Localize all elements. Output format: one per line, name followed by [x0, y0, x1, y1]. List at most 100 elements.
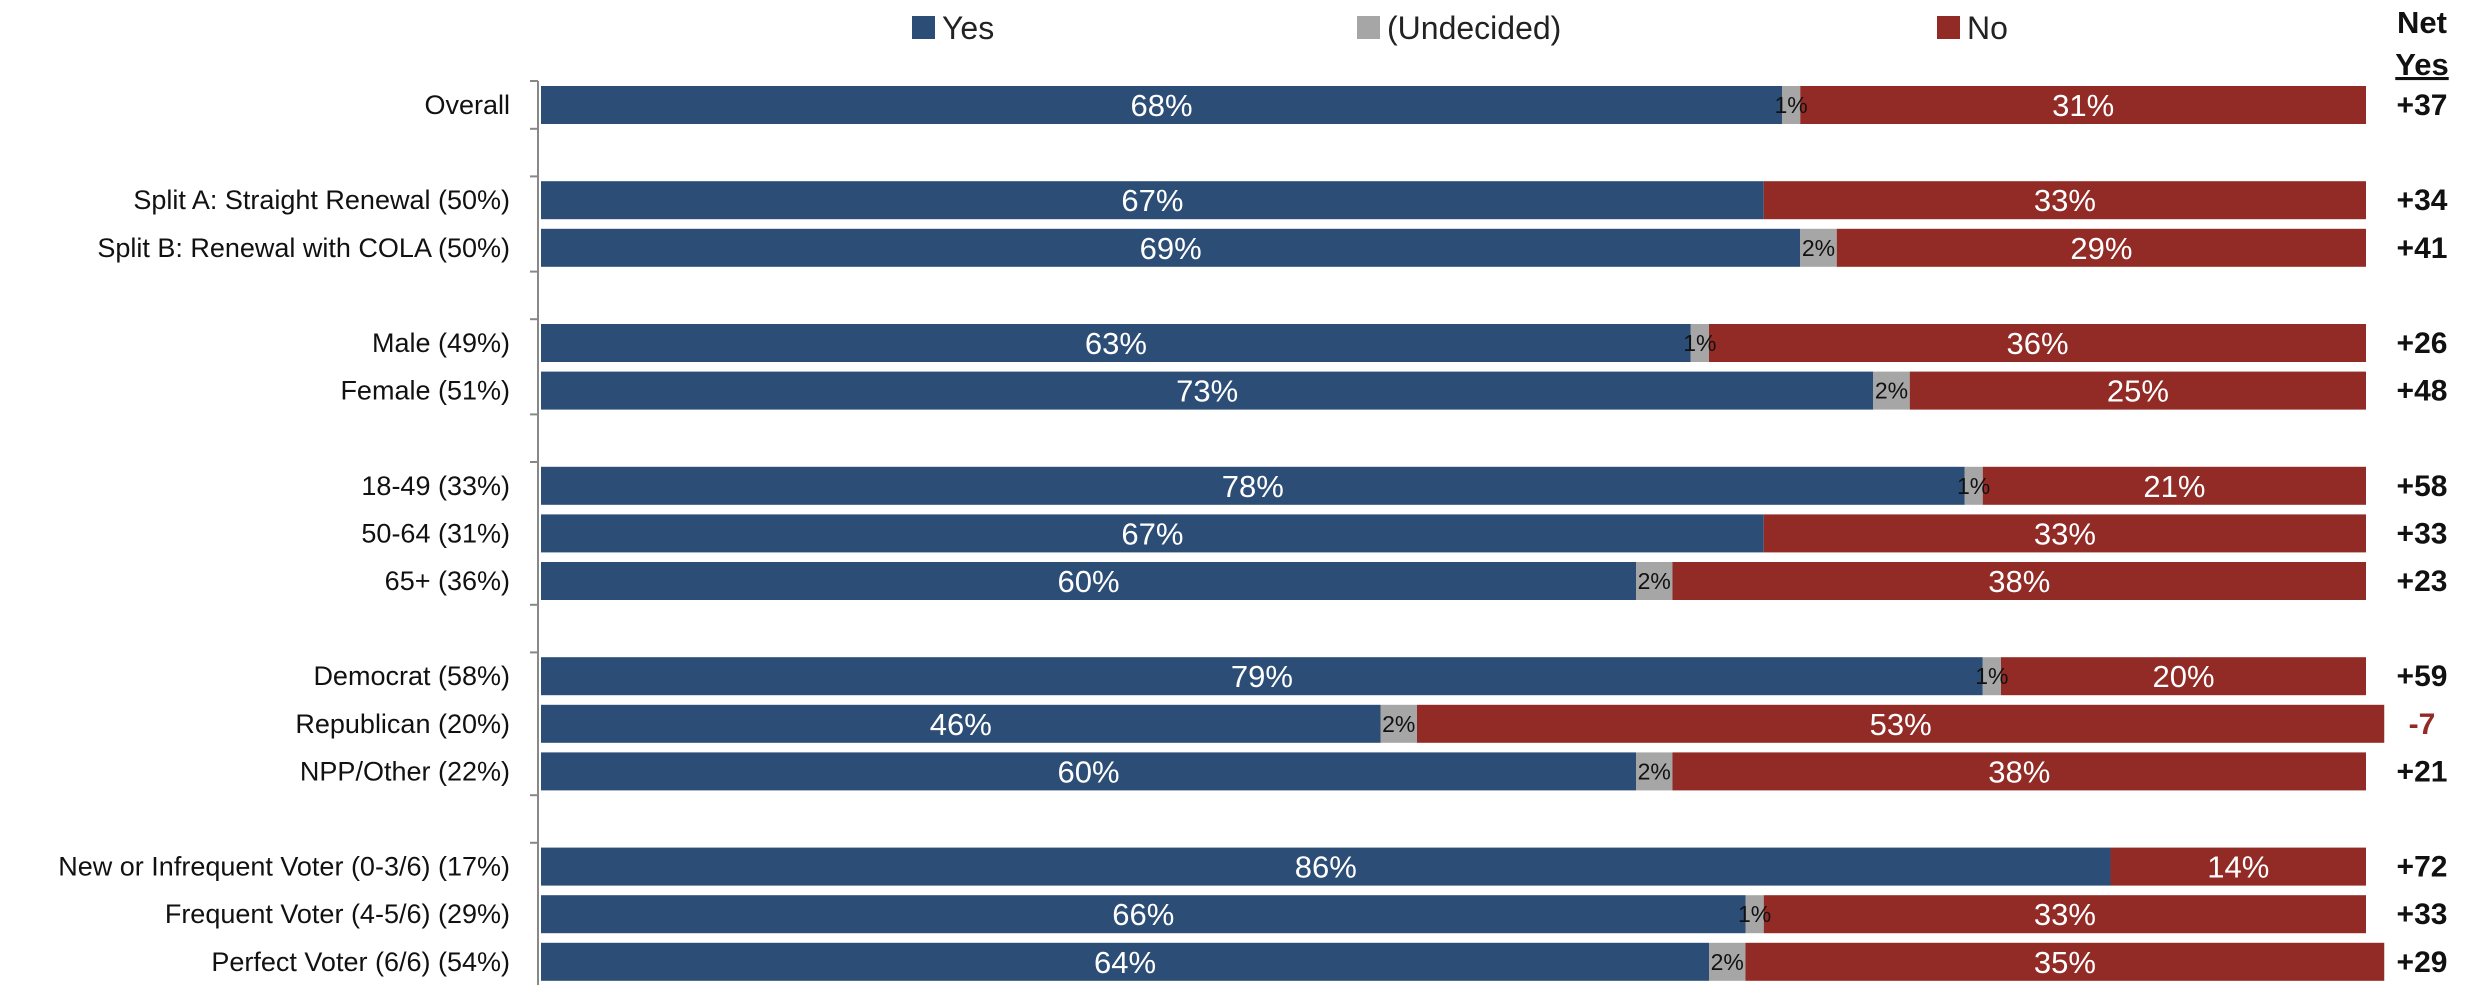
bar-no-g1-r0: [1763, 181, 2366, 220]
legend-swatch-1: [1357, 16, 1380, 39]
net-value-g3-r1: +33: [2397, 517, 2448, 550]
legend-label-1: (Undecided): [1387, 10, 1561, 46]
data-label-undecided-g0-r0: 1%: [1775, 92, 1808, 118]
bar-no-g4-r2: [1672, 752, 2366, 791]
category-axis: [530, 80, 539, 985]
bar-yes-g5-r2: [541, 942, 1709, 981]
bar-undecided-g0-r0: [1782, 86, 1801, 124]
data-label-undecided-g5-r1: 1%: [1738, 901, 1771, 927]
data-label-no-g4-r2: 38%: [1988, 754, 2050, 789]
bar-no-g5-r2: [1745, 942, 2385, 981]
category-label-g2-r1: Female (51%): [340, 376, 510, 406]
category-label-g4-r2: NPP/Other (22%): [300, 756, 510, 786]
bar-yes-g0-r0: [541, 86, 1782, 124]
net-yes-header: Net Yes: [2395, 5, 2448, 82]
net-value-g2-r1: +48: [2397, 375, 2448, 408]
net-value-g0-r0: +37: [2397, 89, 2448, 122]
bar-no-g4-r1: [1417, 704, 2385, 743]
category-label-g5-r1: Frequent Voter (4-5/6) (29%): [165, 899, 510, 929]
bar-yes-g4-r0: [541, 657, 1983, 696]
category-label-g5-r2: Perfect Voter (6/6) (54%): [211, 947, 510, 977]
data-label-no-g5-r1: 33%: [2034, 897, 2096, 932]
data-label-yes-g3-r2: 60%: [1057, 564, 1119, 599]
data-label-no-g4-r0: 20%: [2152, 659, 2214, 694]
data-label-yes-g3-r0: 78%: [1222, 469, 1284, 504]
bar-undecided-g3-r2: [1636, 562, 1673, 600]
bar-no-g2-r1: [1909, 371, 2366, 410]
data-label-yes-g4-r2: 60%: [1057, 754, 1119, 789]
bar-no-g4-r0: [2001, 657, 2366, 696]
bar-yes-g3-r2: [541, 562, 1636, 600]
data-label-no-g0-r0: 31%: [2052, 88, 2114, 123]
legend-label-2: No: [1967, 10, 2008, 46]
category-label-g3-r2: 65+ (36%): [385, 566, 510, 596]
category-label-g4-r1: Republican (20%): [295, 709, 510, 739]
net-header-line-2: Yes: [2395, 47, 2448, 82]
data-label-undecided-g4-r0: 1%: [1975, 663, 2008, 689]
category-label-g2-r0: Male (49%): [372, 328, 510, 358]
data-label-undecided-g4-r2: 2%: [1638, 758, 1671, 784]
bar-no-g3-r1: [1763, 514, 2366, 553]
data-label-yes-g5-r1: 66%: [1112, 897, 1174, 932]
bar-undecided-g4-r0: [1982, 657, 2001, 696]
bar-no-g5-r1: [1763, 895, 2366, 934]
category-label-g3-r1: 50-64 (31%): [361, 518, 510, 548]
bar-yes-g5-r0: [541, 847, 2111, 886]
bar-no-g3-r0: [1982, 466, 2366, 505]
data-label-no-g2-r0: 36%: [2006, 326, 2068, 361]
bar-no-g5-r0: [2110, 847, 2366, 886]
net-value-g4-r0: +59: [2397, 660, 2448, 693]
data-label-yes-g5-r2: 64%: [1094, 945, 1156, 980]
legend-label-0: Yes: [942, 10, 994, 46]
data-label-yes-g1-r0: 67%: [1121, 183, 1183, 218]
data-label-no-g4-r1: 53%: [1870, 707, 1932, 742]
net-header-line-1: Net: [2397, 5, 2447, 40]
data-label-yes-g2-r0: 63%: [1085, 326, 1147, 361]
data-label-no-g5-r2: 35%: [2034, 945, 2096, 980]
bar-no-g2-r0: [1709, 324, 2366, 362]
net-value-g4-r2: +21: [2397, 755, 2448, 788]
data-label-no-g2-r1: 25%: [2107, 374, 2169, 409]
bar-yes-g2-r1: [541, 371, 1874, 410]
category-label-g3-r0: 18-49 (33%): [361, 471, 510, 501]
bars-layer: [541, 86, 2385, 981]
labels-layer: 68% 1% 31% Overall +37 67% 33% Split A: Straigh…: [58, 88, 2447, 980]
net-value-g5-r0: +72: [2397, 851, 2448, 884]
data-label-undecided-g5-r2: 2%: [1711, 949, 1744, 975]
data-label-yes-g4-r1: 46%: [930, 707, 992, 742]
bar-no-g3-r2: [1672, 562, 2366, 600]
net-value-g2-r0: +26: [2397, 327, 2448, 360]
category-label-g1-r1: Split B: Renewal with COLA (50%): [97, 233, 510, 263]
legend-swatch-2: [1937, 16, 1960, 39]
data-label-no-g1-r1: 29%: [2070, 231, 2132, 266]
data-label-undecided-g2-r0: 1%: [1683, 330, 1716, 356]
category-label-g1-r0: Split A: Straight Renewal (50%): [133, 185, 510, 215]
bar-undecided-g5-r1: [1745, 895, 1764, 934]
data-label-yes-g2-r1: 73%: [1176, 374, 1238, 409]
data-label-no-g3-r1: 33%: [2034, 516, 2096, 551]
data-label-undecided-g4-r1: 2%: [1382, 711, 1415, 737]
net-value-g3-r2: +23: [2397, 565, 2448, 598]
net-value-g1-r0: +34: [2397, 184, 2448, 217]
data-label-undecided-g2-r1: 2%: [1875, 378, 1908, 404]
bar-yes-g3-r0: [541, 466, 1965, 505]
legend-swatch-0: [912, 16, 935, 39]
bar-yes-g4-r2: [541, 752, 1636, 791]
net-value-g4-r1: -7: [2409, 708, 2436, 741]
net-value-g5-r2: +29: [2397, 946, 2448, 979]
bar-yes-g1-r0: [541, 181, 1764, 220]
data-label-no-g3-r0: 21%: [2143, 469, 2205, 504]
bar-undecided-g5-r2: [1709, 942, 1746, 981]
bar-yes-g5-r1: [541, 895, 1746, 934]
bar-undecided-g4-r1: [1380, 704, 1417, 743]
data-label-no-g5-r0: 14%: [2207, 850, 2269, 885]
bar-yes-g2-r0: [541, 324, 1691, 362]
net-value-g1-r1: +41: [2397, 232, 2448, 265]
category-label-g5-r0: New or Infrequent Voter (0-3/6) (17%): [58, 852, 510, 882]
bar-yes-g1-r1: [541, 228, 1801, 267]
data-label-yes-g5-r0: 86%: [1295, 850, 1357, 885]
category-label-g0-r0: Overall: [424, 90, 510, 120]
bar-undecided-g4-r2: [1636, 752, 1673, 791]
bar-undecided-g1-r1: [1800, 228, 1837, 267]
